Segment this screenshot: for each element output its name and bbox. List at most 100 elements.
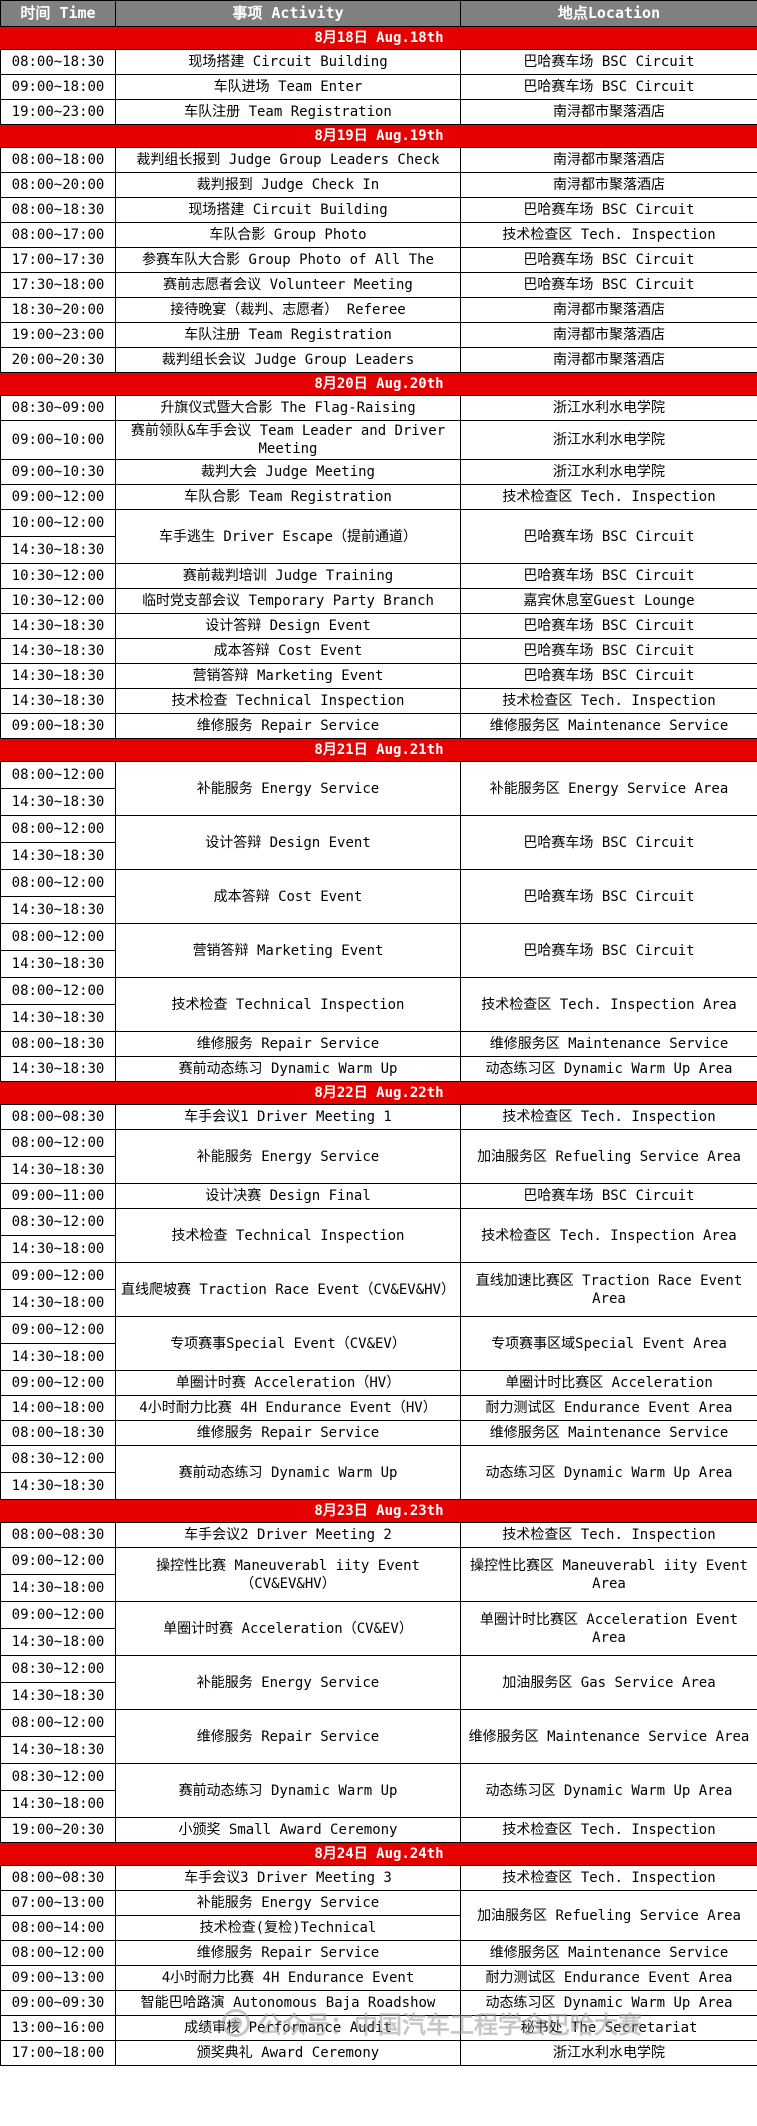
time-cell: 09:00~18:30 [0, 713, 116, 740]
schedule-row: 08:30~12:00 赛前动态练习 Dynamic Warm Up 动态练习区 D… [0, 1763, 757, 1819]
schedule-row: 19:00~23:00 车队注册 Team Registration 南浔都市聚落酒… [0, 99, 757, 125]
location-cell: 技术检查区 Tech. Inspection Area [460, 1208, 757, 1264]
location-cell: 维修服务区 Maintenance Service [460, 1420, 757, 1447]
time-cell: 10:30~12:00 [0, 563, 116, 590]
schedule-row: 14:30~18:30 [0, 1004, 757, 1033]
activity-cell: 营销答辩 Marketing Event [115, 923, 461, 979]
activity-cell: 接待晚宴（裁判、志愿者） Referee [115, 297, 461, 323]
schedule-row: 14:30~18:30 赛前动态练习 Dynamic Warm Up 动态练习区 D… [0, 1056, 757, 1083]
schedule-row: 09:00~10:00 赛前领队&车手会议 Team Leader and Dri… [0, 419, 757, 461]
time-cell: 14:30~18:30 [0, 688, 116, 715]
schedule-row: 08:00~18:30 现场搭建 Circuit Building 巴哈赛车场 BS… [0, 197, 757, 223]
time-cell: 09:00~12:00 [0, 1370, 116, 1397]
time-cell: 08:00~12:00 [0, 1129, 116, 1158]
schedule-row: 08:00~18:30 维修服务 Repair Service 维修服务区 Main… [0, 1420, 757, 1447]
schedule-row: 17:30~18:00 赛前志愿者会议 Volunteer Meeting 巴哈赛车… [0, 272, 757, 298]
activity-cell: 赛前领队&车手会议 Team Leader and Driver Meeting [115, 419, 461, 461]
time-cell: 08:00~12:00 [0, 1709, 116, 1738]
schedule-row: 09:00~12:00 单圈计时赛 Acceleration（HV） 单圈计时比赛区… [0, 1370, 757, 1397]
location-cell: 浙江水利水电学院 [460, 395, 757, 421]
location-cell: 巴哈赛车场 BSC Circuit [460, 563, 757, 590]
schedule-row: 14:30~18:30 [0, 1156, 757, 1185]
location-cell: 维修服务区 Maintenance Service [460, 1031, 757, 1058]
location-cell: 加油服务区 Gas Service Area [460, 1655, 757, 1711]
schedule-row: 08:00~12:00 设计答辩 Design Event 巴哈赛车场 BSC Ci… [0, 815, 757, 871]
activity-cell: 车队注册 Team Registration [115, 322, 461, 348]
activity-cell: 单圈计时赛 Acceleration（CV&EV） [115, 1601, 461, 1657]
time-cell: 08:00~12:00 [0, 761, 116, 790]
activity-cell: 车手逃生 Driver Escape（提前通道） [115, 509, 461, 565]
activity-cell: 技术检查 Technical Inspection [115, 977, 461, 1033]
schedule-row: 14:30~18:30 [0, 1682, 757, 1711]
location-cell: 补能服务区 Energy Service Area [460, 761, 757, 817]
activity-cell: 赛前动态练习 Dynamic Warm Up [115, 1763, 461, 1819]
schedule-row: 08:00~18:30 维修服务 Repair Service 维修服务区 Main… [0, 1031, 757, 1058]
time-cell: 14:30~18:30 [0, 613, 116, 640]
time-cell: 14:30~18:30 [0, 1056, 116, 1083]
schedule-row: 08:30~12:00 赛前动态练习 Dynamic Warm Up 动态练习区 D… [0, 1445, 757, 1501]
time-cell: 08:00~08:30 [0, 1104, 116, 1131]
location-cell: 耐力测试区 Endurance Event Area [460, 1395, 757, 1422]
location-cell: 南浔都市聚落酒店 [460, 347, 757, 373]
activity-cell: 现场搭建 Circuit Building [115, 49, 461, 75]
activity-cell: 维修服务 Repair Service [115, 1420, 461, 1447]
time-cell: 14:30~18:30 [0, 950, 116, 979]
schedule-row: 08:00~12:00 维修服务 Repair Service 维修服务区 Main… [0, 1709, 757, 1765]
date-header: 8月24日 Aug.24th [0, 1842, 757, 1867]
schedule-row: 14:30~18:00 [0, 1289, 757, 1318]
time-cell: 10:30~12:00 [0, 588, 116, 615]
time-cell: 14:30~18:30 [0, 638, 116, 665]
time-cell: 19:00~23:00 [0, 322, 116, 348]
col-header-time: 时间 Time [0, 0, 116, 27]
location-cell: 巴哈赛车场 BSC Circuit [460, 638, 757, 665]
time-cell: 13:00~16:00 [0, 2015, 116, 2042]
schedule-row: 08:30~12:00 补能服务 Energy Service 加油服务区 Gas … [0, 1655, 757, 1711]
time-cell: 08:00~12:00 [0, 923, 116, 952]
time-cell: 08:30~12:00 [0, 1208, 116, 1237]
time-cell: 14:30~18:00 [0, 1343, 116, 1372]
time-cell: 09:00~12:00 [0, 1316, 116, 1345]
schedule-row: 09:00~11:00 设计决赛 Design Final 巴哈赛车场 BSC Ci… [0, 1183, 757, 1210]
activity-cell: 补能服务 Energy Service [115, 1890, 461, 1917]
time-cell: 20:00~20:30 [0, 347, 116, 373]
col-header-activity: 事项 Activity [115, 0, 461, 27]
location-cell: 技术检查区 Tech. Inspection Area [460, 977, 757, 1033]
activity-cell: 补能服务 Energy Service [115, 1655, 461, 1711]
activity-cell: 颁奖典礼 Award Ceremony [115, 2040, 461, 2067]
schedule-row: 14:30~18:00 [0, 1628, 757, 1657]
activity-cell: 车队进场 Team Enter [115, 74, 461, 100]
activity-cell: 车队注册 Team Registration [115, 99, 461, 125]
time-cell: 14:30~18:30 [0, 1472, 116, 1501]
time-cell: 08:00~08:30 [0, 1865, 116, 1892]
date-header: 8月21日 Aug.21th [0, 738, 757, 763]
activity-cell: 现场搭建 Circuit Building [115, 197, 461, 223]
schedule-row: 09:00~12:00 单圈计时赛 Acceleration（CV&EV） 单圈计时… [0, 1601, 757, 1657]
schedule-row: 08:00~08:30 车手会议1 Driver Meeting 1 技术检查区 T… [0, 1104, 757, 1131]
time-cell: 14:30~18:30 [0, 842, 116, 871]
location-cell: 加油服务区 Refueling Service Area [460, 1890, 757, 1942]
location-cell: 南浔都市聚落酒店 [460, 297, 757, 323]
schedule-row: 14:30~18:00 [0, 1235, 757, 1264]
location-cell: 技术检查区 Tech. Inspection [460, 222, 757, 248]
time-cell: 08:00~18:30 [0, 1031, 116, 1058]
location-cell: 浙江水利水电学院 [460, 2040, 757, 2067]
date-section-row: 8月22日 Aug.22th [0, 1081, 757, 1106]
schedule-row: 08:00~18:00 裁判组长报到 Judge Group Leaders Ch… [0, 147, 757, 173]
location-cell: 动态练习区 Dynamic Warm Up Area [460, 1990, 757, 2017]
date-header: 8月23日 Aug.23th [0, 1499, 757, 1524]
location-cell: 维修服务区 Maintenance Service [460, 1940, 757, 1967]
time-cell: 08:00~20:00 [0, 172, 116, 198]
schedule-row: 07:00~13:00 补能服务 Energy Service 加油服务区 Refu… [0, 1890, 757, 1942]
time-cell: 10:00~12:00 [0, 509, 116, 538]
activity-cell: 设计决赛 Design Final [115, 1183, 461, 1210]
time-cell: 08:00~12:00 [0, 977, 116, 1006]
schedule-row: 10:00~12:00 车手逃生 Driver Escape（提前通道） 巴哈赛车场… [0, 509, 757, 565]
activity-cell: 4小时耐力比赛 4H Endurance Event [115, 1965, 461, 1992]
location-cell: 巴哈赛车场 BSC Circuit [460, 74, 757, 100]
location-cell: 巴哈赛车场 BSC Circuit [460, 509, 757, 565]
location-cell: 动态练习区 Dynamic Warm Up Area [460, 1763, 757, 1819]
activity-cell: 赛前动态练习 Dynamic Warm Up [115, 1445, 461, 1501]
schedule-row: 08:00~12:00 维修服务 Repair Service 维修服务区 Main… [0, 1940, 757, 1967]
location-cell: 南浔都市聚落酒店 [460, 99, 757, 125]
time-cell: 09:00~10:00 [0, 419, 116, 461]
